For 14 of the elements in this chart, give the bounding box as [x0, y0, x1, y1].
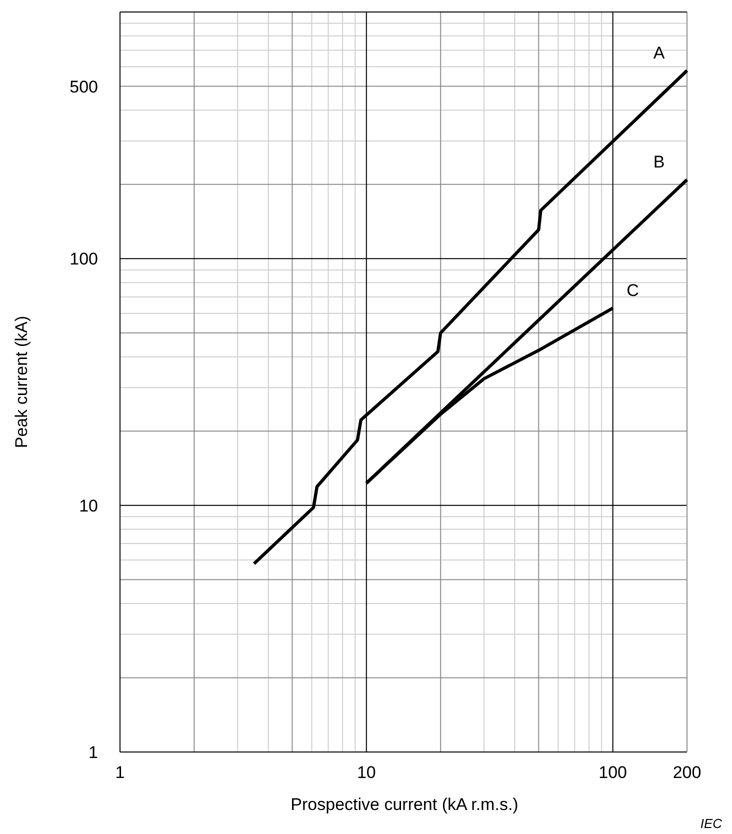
x-axis-title: Prospective current (kA r.m.s.)	[290, 795, 518, 814]
series-label: B	[653, 152, 665, 172]
x-tick-label: 10	[356, 763, 376, 782]
y-tick-label: 500	[70, 77, 98, 96]
series-label: A	[653, 44, 666, 63]
series-label: C	[626, 281, 639, 300]
y-tick-label: 10	[79, 496, 98, 516]
x-tick-label: 1	[115, 763, 125, 782]
y-axis-title: Peak current (kA)	[12, 316, 31, 448]
x-tick-label: 200	[672, 763, 702, 782]
text: IEC	[700, 816, 723, 831]
y-tick-label: 100	[70, 250, 98, 269]
x-tick-label: 100	[598, 763, 628, 782]
y-tick-label: 1	[88, 743, 98, 762]
